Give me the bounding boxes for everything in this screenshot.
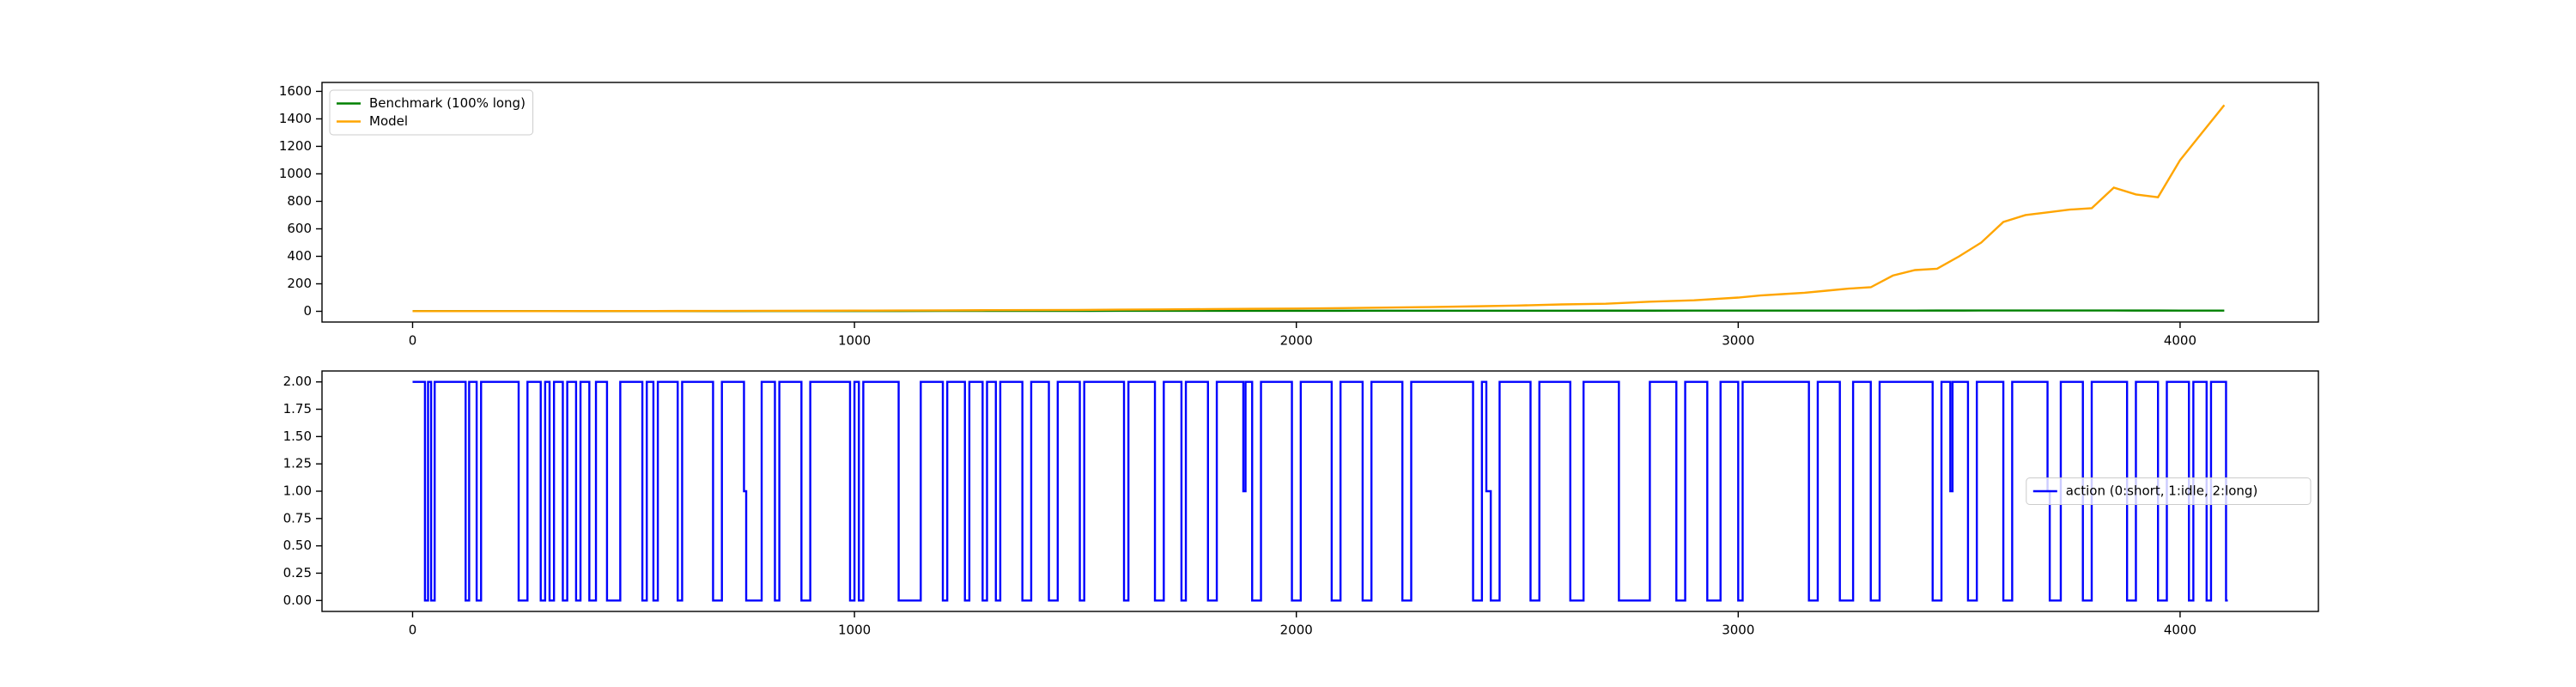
- y-tick-label: 1.25: [283, 456, 312, 471]
- axes-frame: [321, 82, 2319, 323]
- legend: Benchmark (100% long) Model: [329, 89, 534, 136]
- y-tick-label: 400: [287, 248, 312, 264]
- x-tick-label: 3000: [1722, 623, 1754, 638]
- x-tick-label: 3000: [1722, 333, 1754, 349]
- y-tick-label: 0.00: [283, 593, 312, 608]
- plot-area: [322, 371, 2318, 611]
- subplot: 0 1000 2000 3000 4000 0 200 400 600 800 1000 1200 14…: [279, 82, 2319, 349]
- legend-box: [2026, 477, 2312, 505]
- series-line: [412, 104, 2226, 313]
- subplot: 0 1000 2000 3000 4000 0.00 0.25 0.50 0.75 1.00 1.2…: [283, 370, 2319, 638]
- y-tick-label: 1.50: [283, 429, 312, 444]
- legend-label: Benchmark (100% long): [369, 95, 526, 111]
- legend: action (0:short, 1:idle, 2:long): [2026, 477, 2312, 505]
- y-tick-label: 200: [287, 276, 312, 291]
- y-tick-label: 1000: [279, 166, 312, 181]
- y-tick-label: 1.00: [283, 483, 312, 499]
- y-tick-label: 1600: [279, 83, 312, 99]
- y-tick-label: 0.50: [283, 538, 312, 553]
- series-line: [412, 380, 2228, 602]
- y-tick-label: 600: [287, 221, 312, 236]
- plot-area: [322, 82, 2318, 322]
- x-tick-label: 2000: [1280, 333, 1313, 349]
- y-tick-label: 1200: [279, 138, 312, 154]
- x-tick-label: 0: [409, 623, 417, 638]
- x-tick-label: 1000: [838, 623, 871, 638]
- y-tick-label: 1400: [279, 111, 312, 126]
- y-tick-label: 2.00: [283, 374, 312, 389]
- y-tick-label: 0.25: [283, 565, 312, 581]
- y-tick-label: 0: [303, 303, 312, 319]
- x-tick-label: 1000: [838, 333, 871, 349]
- x-tick-label: 2000: [1280, 623, 1313, 638]
- x-tick-label: 4000: [2164, 333, 2196, 349]
- y-tick-label: 0.75: [283, 510, 312, 526]
- y-tick-label: 1.75: [283, 401, 312, 416]
- x-tick-label: 4000: [2164, 623, 2196, 638]
- legend-box: [329, 89, 534, 136]
- legend-label: action (0:short, 1:idle, 2:long): [2066, 483, 2258, 499]
- x-tick-label: 0: [409, 333, 417, 349]
- y-tick-label: 800: [287, 193, 312, 209]
- legend-label: Model: [369, 113, 408, 129]
